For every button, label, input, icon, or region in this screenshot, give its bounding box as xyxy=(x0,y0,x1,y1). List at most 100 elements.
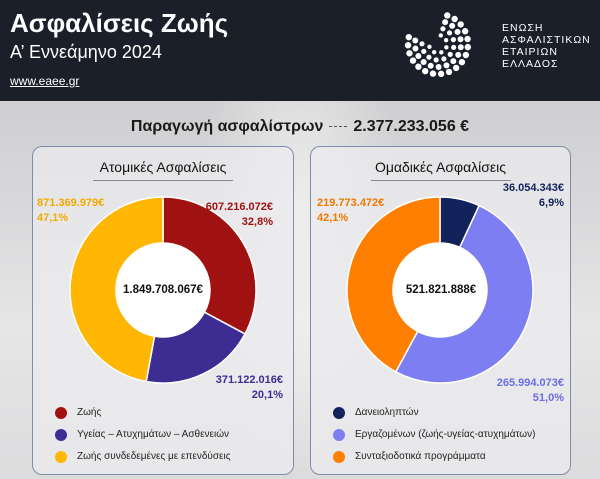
slice-label-pension: 219.773.472€ 42,1% xyxy=(317,196,384,226)
logo-dot xyxy=(443,37,449,43)
title-underline xyxy=(371,180,511,181)
slice-value: 871.369.979€ xyxy=(37,197,105,209)
slice-label-zois: 607.216.072€ 32,8% xyxy=(206,200,273,230)
logo-line: ΕΝΩΣΗ xyxy=(502,22,544,34)
individual-insurance-panel: Ατομικές Ασφαλίσεις 1.849.708.067€ 607.2… xyxy=(32,146,294,475)
legend-dot xyxy=(55,451,67,463)
donut-center-total: 521.821.888€ xyxy=(405,284,477,296)
legend-dot xyxy=(55,407,67,419)
legend-dot xyxy=(333,407,345,419)
logo-dot xyxy=(441,56,447,62)
legend-label: Ζωής συνδεδεμένες με επενδύσεις xyxy=(77,451,231,462)
slice-percent: 32,8% xyxy=(241,216,273,228)
logo-dot xyxy=(443,62,450,69)
logo-dot xyxy=(449,22,456,29)
logo-line: ΑΣΦΑΛΙΣΤΙΚΩΝ xyxy=(502,34,591,46)
legend-label: Ζωής xyxy=(77,407,102,418)
logo-dot xyxy=(454,28,461,35)
title-underline xyxy=(93,180,233,181)
logo-dot xyxy=(464,35,471,43)
individual-donut-chart xyxy=(69,196,257,384)
logo-dot xyxy=(435,63,442,70)
logo-dot xyxy=(412,37,419,44)
slice-percent: 6,9% xyxy=(538,197,564,209)
logo-dot xyxy=(442,19,449,26)
logo-dot xyxy=(464,43,472,51)
logo-dot xyxy=(445,68,453,76)
slice-label-unit-linked: 871.369.979€ 47,1% xyxy=(37,196,104,226)
legend-dot xyxy=(55,429,67,441)
legend-label: Συνταξιοδοτικά προγράμματα xyxy=(355,451,486,462)
logo-line: ΕΛΛΑΔΟΣ xyxy=(502,58,559,70)
logo-dot xyxy=(444,12,451,19)
panel-title: Ομαδικές Ασφαλίσεις xyxy=(374,159,507,175)
logo-dot xyxy=(421,48,427,54)
slice-value: 607.216.072€ xyxy=(205,201,273,213)
legend-dot xyxy=(333,451,345,463)
logo-dot xyxy=(450,37,456,43)
logo-dot xyxy=(440,26,446,32)
logo-dot xyxy=(405,33,412,41)
logo-dot xyxy=(427,44,432,49)
slice-percent: 20,1% xyxy=(251,389,283,401)
slice-value: 219.773.472€ xyxy=(317,197,385,209)
slice-percent: 51,0% xyxy=(532,392,564,404)
total-value: 2.377.233.056 € xyxy=(353,118,470,135)
logo-line: ΕΤΑΙΡΙΩΝ xyxy=(502,46,558,58)
leader-dots xyxy=(329,126,348,127)
logo-dot xyxy=(444,45,449,50)
slice-value: 371.122.016€ xyxy=(215,374,283,386)
group-insurance-panel: Ομαδικές Ασφαλίσεις 521.821.888€ 36.054.… xyxy=(310,146,571,475)
slice-label-employees: 265.994.073€ 51,0% xyxy=(497,376,564,406)
legend-label: Εργαζομένων (ζωής-υγείας-ατυχημάτων) xyxy=(355,429,536,440)
logo-dot xyxy=(427,62,434,69)
logo-dot xyxy=(415,52,422,59)
logo-dot xyxy=(451,15,458,23)
logo-dot xyxy=(438,33,443,38)
logo-dot xyxy=(447,51,453,57)
logo-dot xyxy=(419,41,425,47)
logo-dot xyxy=(412,45,419,52)
page-subtitle: Α’ Εννεάμηνο 2024 xyxy=(10,42,162,62)
logo-dot xyxy=(404,42,412,49)
slice-percent: 42,1% xyxy=(317,212,349,224)
slice-label-health: 371.122.016€ 20,1% xyxy=(216,373,283,403)
group-donut-chart xyxy=(346,196,534,384)
logo-text: ΕΝΩΣΗ ΑΣΦΑΛΙΣΤΙΚΩΝ ΕΤΑΙΡΙΩΝ ΕΛΛΑΔΟΣ xyxy=(502,22,591,70)
logo-dot xyxy=(437,70,445,78)
donut-hole xyxy=(393,243,487,337)
total-production: Παραγωγή ασφαλίστρων 2.377.233.056 € xyxy=(0,118,600,136)
logo-dot xyxy=(461,28,469,35)
logo-dot xyxy=(433,57,439,63)
logo-dot xyxy=(451,44,457,50)
eaee-logo-icon xyxy=(404,12,472,78)
logo-dot xyxy=(455,51,462,58)
panel-title: Ατομικές Ασφαλίσεις xyxy=(99,159,227,175)
total-label: Παραγωγή ασφαλίστρων xyxy=(130,118,324,135)
logo-dot xyxy=(452,64,460,72)
slice-label-borrowers: 36.054.343€ 6,9% xyxy=(503,181,564,211)
logo-dot xyxy=(446,30,453,36)
legend-label: Υγείας – Ατυχημάτων – Ασθενειών xyxy=(77,429,230,440)
logo-dot xyxy=(409,57,417,64)
logo-dot xyxy=(422,67,429,75)
logo-dot xyxy=(431,49,437,55)
legend-dot xyxy=(333,429,345,441)
logo-dot xyxy=(420,58,427,65)
logo-dot xyxy=(458,58,466,66)
slice-percent: 47,1% xyxy=(37,212,69,224)
legend-label: Δανειοληπτών xyxy=(355,407,419,418)
logo-dot xyxy=(457,44,464,51)
website-link[interactable]: www.eaee.gr xyxy=(10,74,80,88)
slice-value: 265.994.073€ xyxy=(496,377,564,389)
logo-dot xyxy=(450,58,457,65)
logo-dot xyxy=(429,70,437,77)
logo-dot xyxy=(439,50,444,55)
logo-dot xyxy=(415,63,422,70)
donut-hole xyxy=(116,243,210,337)
logo-dot xyxy=(457,21,464,28)
logo-dot xyxy=(406,50,413,57)
donut-center-total: 1.849.708.067€ xyxy=(123,284,203,296)
logo-dot xyxy=(462,51,470,59)
logo-dot xyxy=(457,36,464,43)
